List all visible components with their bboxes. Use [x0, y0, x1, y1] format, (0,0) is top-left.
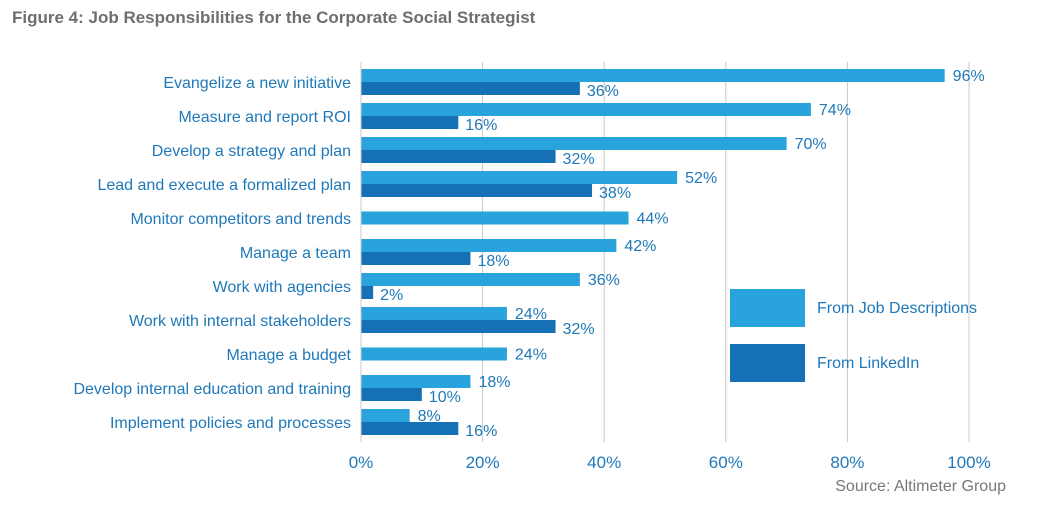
bar-linkedin — [361, 82, 580, 95]
category-label: Develop a strategy and plan — [152, 143, 351, 160]
data-label-job-descriptions: 52% — [685, 170, 717, 187]
bar-job-descriptions — [361, 273, 580, 286]
data-label-linkedin: 36% — [587, 83, 619, 100]
category-label: Work with agencies — [213, 279, 351, 296]
data-label-linkedin: 10% — [429, 389, 461, 406]
category-label: Implement policies and processes — [110, 415, 351, 432]
bar-linkedin — [361, 116, 459, 129]
category-label: Develop internal education and training — [73, 381, 351, 398]
data-label-linkedin: 16% — [465, 423, 497, 440]
data-label-job-descriptions: 8% — [418, 408, 441, 425]
category-label: Manage a budget — [226, 347, 351, 364]
legend-swatch-job-descriptions — [730, 289, 805, 327]
data-label-job-descriptions: 96% — [953, 68, 985, 85]
data-label-job-descriptions: 24% — [515, 347, 547, 364]
bar-linkedin — [361, 252, 471, 265]
source-note: Source: Altimeter Group — [835, 478, 1006, 495]
category-label: Monitor competitors and trends — [130, 211, 351, 228]
bar-job-descriptions — [361, 347, 507, 361]
legend-label-linkedin: From LinkedIn — [817, 355, 919, 372]
bar-job-descriptions — [361, 69, 945, 82]
x-tick-label: 0% — [349, 453, 374, 472]
bar-job-descriptions — [361, 171, 678, 184]
bar-job-descriptions — [361, 375, 471, 388]
category-label: Manage a team — [240, 245, 351, 262]
bar-job-descriptions — [361, 211, 629, 225]
x-tick-label: 20% — [466, 453, 500, 472]
bar-linkedin — [361, 184, 593, 197]
x-tick-label: 80% — [830, 453, 864, 472]
bar-linkedin — [361, 286, 374, 299]
data-label-linkedin: 2% — [380, 287, 403, 304]
bar-linkedin — [361, 388, 422, 401]
category-label: Evangelize a new initiative — [163, 75, 351, 92]
bar-job-descriptions — [361, 239, 617, 252]
bar-linkedin — [361, 422, 459, 435]
data-label-linkedin: 32% — [563, 321, 595, 338]
category-label: Work with internal stakeholders — [129, 313, 351, 330]
x-tick-label: 40% — [587, 453, 621, 472]
data-label-job-descriptions: 42% — [624, 238, 656, 255]
legend-label-job-descriptions: From Job Descriptions — [817, 300, 977, 317]
data-label-job-descriptions: 36% — [588, 272, 620, 289]
data-label-job-descriptions: 70% — [795, 136, 827, 153]
data-label-linkedin: 38% — [599, 185, 631, 202]
chart-title: Figure 4: Job Responsibilities for the C… — [12, 8, 536, 27]
data-label-job-descriptions: 18% — [478, 374, 510, 391]
category-label: Lead and execute a formalized plan — [97, 177, 351, 194]
x-tick-label: 60% — [709, 453, 743, 472]
bar-job-descriptions — [361, 137, 787, 150]
data-label-linkedin: 18% — [477, 253, 509, 270]
legend-swatch-linkedin — [730, 344, 805, 382]
bar-job-descriptions — [361, 307, 507, 320]
data-label-job-descriptions: 74% — [819, 102, 851, 119]
bar-linkedin — [361, 320, 556, 333]
data-label-linkedin: 32% — [563, 151, 595, 168]
data-label-job-descriptions: 24% — [515, 306, 547, 323]
x-tick-label: 100% — [947, 453, 990, 472]
bar-job-descriptions — [361, 103, 811, 116]
bar-linkedin — [361, 150, 556, 163]
data-label-linkedin: 16% — [465, 117, 497, 134]
bar-job-descriptions — [361, 409, 410, 422]
category-label: Measure and report ROI — [178, 109, 351, 126]
data-label-job-descriptions: 44% — [637, 211, 669, 228]
